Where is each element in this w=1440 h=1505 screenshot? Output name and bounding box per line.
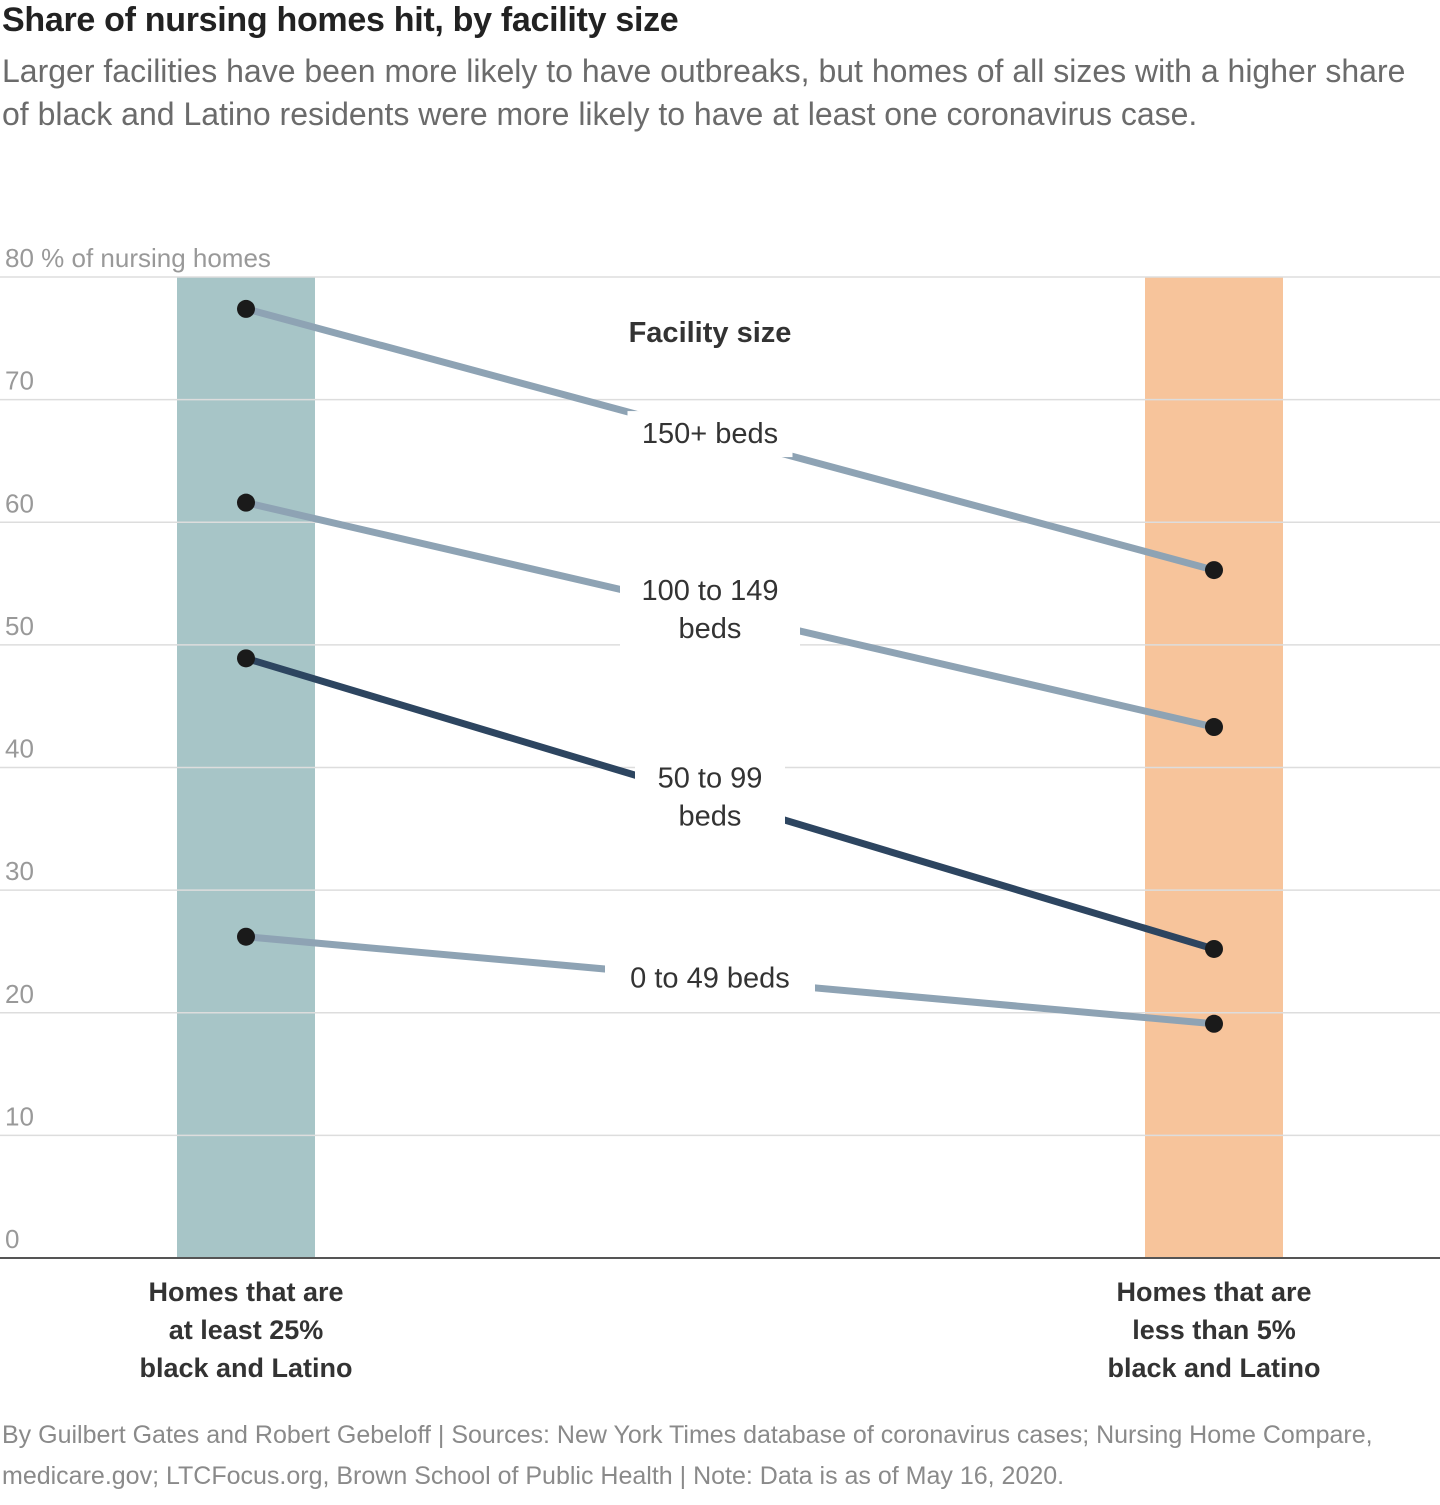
legend-title: Facility size [629,317,792,349]
data-point-0-1 [1205,561,1223,580]
y-tick-label: 70 [5,366,34,396]
x-category-label: Homes that are [148,1277,343,1307]
data-point-0-0 [237,299,255,318]
series-label-bg [635,755,785,840]
data-point-1-1 [1205,718,1223,737]
series-label: 150+ beds [642,418,778,450]
y-tick-label: 50 [5,611,34,641]
series-label-bg [627,411,793,458]
x-category-label: Homes that are [1116,1277,1311,1307]
chart-subtitle: Larger facilities have been more likely … [2,53,1406,132]
series-label: 100 to 149 [641,575,778,607]
data-point-2-0 [237,649,255,668]
series-label: 50 to 99 [658,763,763,795]
y-tick-label: 30 [5,856,34,886]
y-tick-label: 60 [5,488,34,518]
y-tick-label: 40 [5,734,34,764]
series-label: 0 to 49 beds [630,962,790,994]
x-category-label: less than 5% [1132,1315,1296,1345]
y-tick-label: 0 [5,1224,19,1254]
data-point-3-0 [237,927,255,946]
series-label-bg [605,955,815,1002]
data-point-3-1 [1205,1014,1223,1033]
x-category-label: black and Latino [1107,1353,1320,1383]
series-label-bg [620,568,800,653]
source-credit: By Guilbert Gates and Robert Gebeloff | … [2,1421,1373,1490]
data-point-1-0 [237,493,255,512]
data-point-2-1 [1205,939,1223,958]
y-tick-label: 80 % of nursing homes [5,243,271,273]
series-label: beds [679,801,742,833]
x-category-label: black and Latino [139,1353,352,1383]
y-tick-label: 20 [5,979,34,1009]
series-label: beds [679,613,742,645]
slope-chart: 0 10 20 30 40 50 60 70 80 % of nursing homes Fac… [0,243,1440,1383]
y-tick-label: 10 [5,1101,34,1131]
x-category-label: at least 25% [169,1315,324,1345]
chart-title: Share of nursing homes hit, by facility … [2,1,679,39]
